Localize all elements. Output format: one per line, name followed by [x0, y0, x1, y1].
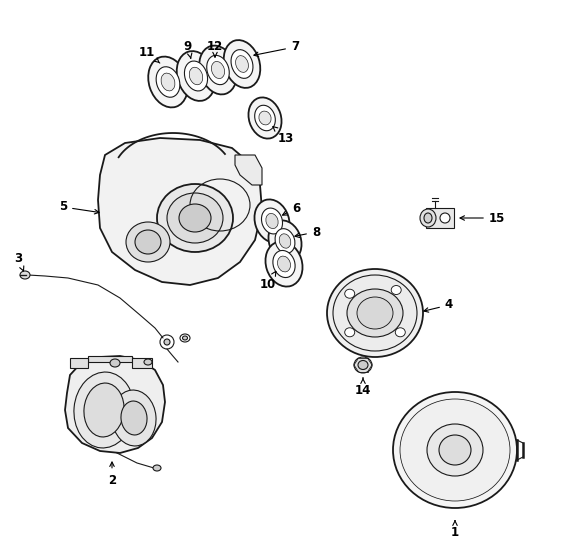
Ellipse shape [278, 256, 290, 272]
Ellipse shape [144, 359, 152, 365]
Ellipse shape [266, 214, 278, 229]
Text: 12: 12 [207, 41, 223, 57]
Ellipse shape [190, 67, 203, 85]
Ellipse shape [135, 230, 161, 254]
Ellipse shape [255, 199, 290, 243]
Text: 9: 9 [184, 39, 192, 58]
Ellipse shape [347, 289, 403, 337]
Ellipse shape [327, 269, 423, 357]
Ellipse shape [248, 98, 282, 139]
Ellipse shape [184, 61, 207, 91]
Ellipse shape [344, 328, 355, 337]
Ellipse shape [440, 213, 450, 223]
Text: 8: 8 [295, 225, 320, 239]
Text: 11: 11 [139, 46, 160, 63]
Ellipse shape [126, 222, 170, 262]
Ellipse shape [357, 297, 393, 329]
Text: 13: 13 [273, 127, 294, 144]
Ellipse shape [427, 424, 483, 476]
Ellipse shape [199, 46, 237, 94]
Ellipse shape [164, 339, 170, 345]
Ellipse shape [183, 336, 188, 340]
Ellipse shape [167, 193, 223, 243]
Ellipse shape [259, 111, 271, 125]
Ellipse shape [275, 229, 295, 253]
Text: 4: 4 [424, 299, 453, 312]
Ellipse shape [223, 40, 260, 88]
Text: 5: 5 [59, 200, 99, 214]
Text: 14: 14 [355, 378, 371, 396]
Ellipse shape [207, 56, 229, 85]
Ellipse shape [156, 67, 180, 97]
Ellipse shape [84, 383, 124, 437]
Polygon shape [235, 155, 262, 185]
Ellipse shape [358, 361, 368, 370]
Polygon shape [88, 356, 132, 362]
Ellipse shape [20, 271, 30, 279]
Text: 3: 3 [14, 251, 24, 271]
Polygon shape [426, 208, 454, 228]
Text: 15: 15 [460, 211, 505, 225]
Ellipse shape [420, 209, 436, 227]
Ellipse shape [153, 465, 161, 471]
Ellipse shape [393, 392, 517, 508]
Ellipse shape [236, 56, 248, 72]
Ellipse shape [157, 184, 233, 252]
Ellipse shape [211, 62, 225, 79]
Polygon shape [132, 358, 152, 368]
Ellipse shape [74, 372, 134, 448]
Ellipse shape [279, 234, 291, 248]
Polygon shape [65, 356, 165, 453]
Ellipse shape [400, 399, 510, 501]
Text: 2: 2 [108, 462, 116, 487]
Ellipse shape [179, 204, 211, 232]
Ellipse shape [268, 220, 302, 261]
Text: 6: 6 [283, 201, 300, 215]
Ellipse shape [424, 213, 432, 223]
Ellipse shape [266, 241, 302, 286]
Ellipse shape [344, 289, 355, 298]
Text: 1: 1 [451, 521, 459, 539]
Ellipse shape [395, 328, 406, 337]
Ellipse shape [273, 250, 295, 278]
Ellipse shape [110, 359, 120, 367]
Text: 7: 7 [254, 41, 299, 57]
Ellipse shape [439, 435, 471, 465]
Ellipse shape [177, 51, 215, 101]
Ellipse shape [391, 285, 401, 295]
Ellipse shape [148, 57, 188, 108]
Polygon shape [98, 138, 262, 285]
Polygon shape [70, 358, 88, 368]
Ellipse shape [112, 390, 156, 446]
Ellipse shape [262, 208, 282, 234]
Ellipse shape [121, 401, 147, 435]
Ellipse shape [354, 357, 372, 373]
Text: 10: 10 [260, 271, 276, 290]
Ellipse shape [255, 105, 275, 131]
Ellipse shape [231, 49, 253, 78]
Ellipse shape [333, 275, 417, 351]
Ellipse shape [161, 73, 175, 91]
